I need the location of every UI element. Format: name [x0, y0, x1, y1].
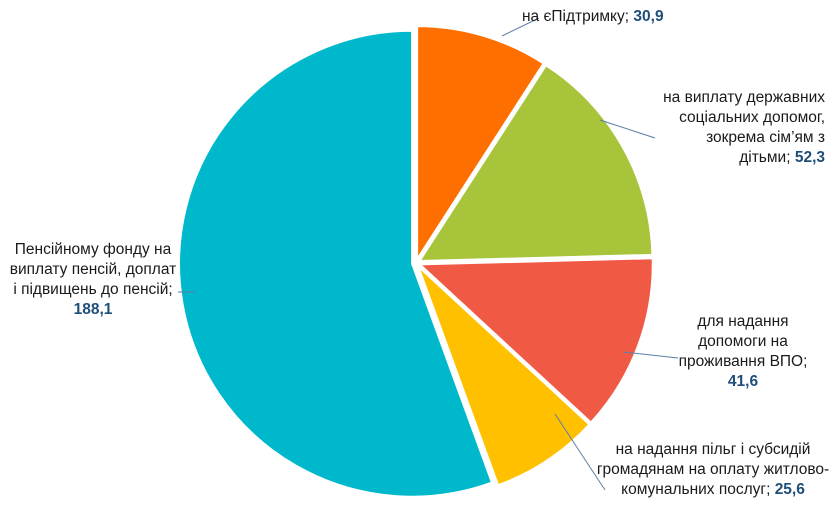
label-social-aid: на виплату державних соціальних допомог,… [660, 88, 825, 168]
label-social-aid-value: 52,3 [794, 149, 825, 166]
leader-lines [178, 17, 679, 491]
slice-subsidies [417, 265, 591, 487]
label-pension-fund-text: Пенсійному фонду на виплату пенсій, допл… [9, 241, 177, 298]
leader-line-social-aid [599, 119, 656, 139]
label-subsidies-text: на надання пільг і субсидій громадянам н… [596, 441, 830, 498]
slice-social-aid [417, 63, 654, 263]
pie-slices [178, 25, 654, 498]
label-social-aid-text: на виплату державних соціальних допомог,… [663, 89, 825, 166]
label-vpo: для надання допомоги на проживання ВПО; … [668, 312, 818, 392]
label-subsidies: на надання пільг і субсидій громадянам н… [593, 440, 833, 500]
label-pension-fund-value: 188,1 [73, 301, 113, 318]
label-vpo-value: 41,6 [727, 373, 759, 390]
leader-line-vpo [622, 351, 679, 359]
slice-pension-fund [178, 29, 494, 498]
leader-line-epidtrymka [501, 17, 540, 37]
slice-epidtrymka [416, 25, 545, 263]
label-vpo-text: для надання допомоги на проживання ВПО; [678, 313, 808, 370]
label-subsidies-value: 25,6 [774, 481, 805, 498]
label-epidtrymka-text: на єПідтримку; [522, 8, 630, 25]
label-epidtrymka: на єПідтримку; 30,9 [522, 7, 722, 27]
label-epidtrymka-value: 30,9 [633, 8, 664, 25]
leader-line-subsidies [554, 413, 606, 491]
label-pension-fund: Пенсійному фонду на виплату пенсій, допл… [8, 240, 178, 320]
slice-vpo [417, 257, 654, 424]
